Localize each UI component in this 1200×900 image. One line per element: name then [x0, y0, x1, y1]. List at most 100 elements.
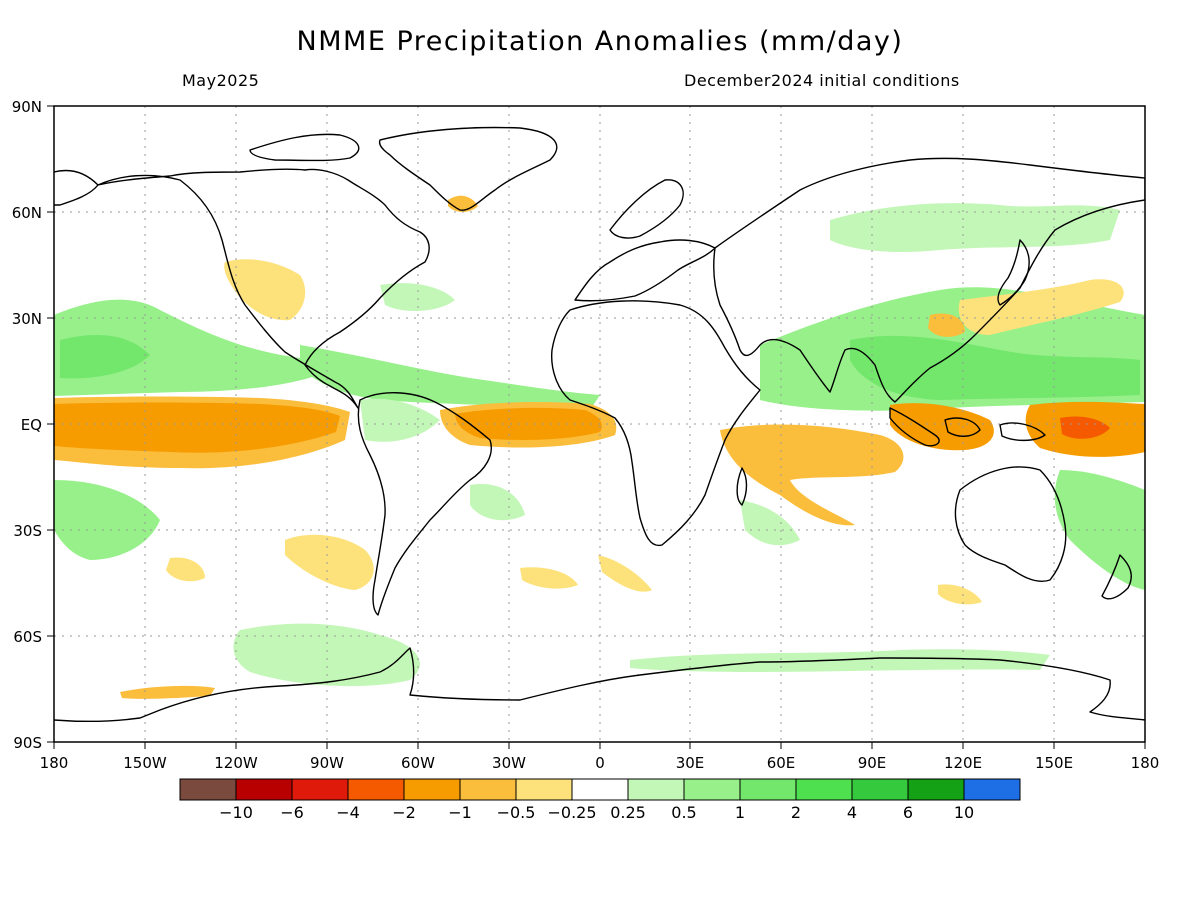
lon-label-30w: 30W: [492, 754, 526, 772]
colorbar: −10 −6 −4 −2 −1 −0.5 −0.25 0.25 0.5 1 2 4 6 10: [179, 778, 1021, 822]
coastline-madagascar: [736, 467, 748, 506]
colorbar-label: −10: [219, 803, 253, 822]
colorbar-label: 0.25: [610, 803, 646, 822]
colorbar-swatch: [907, 778, 965, 801]
dry-region-maritime-continent: [890, 403, 994, 451]
coastlines: [54, 126, 1145, 723]
wet-region-antarctic-rim: [630, 649, 1050, 672]
tick-marks: [47, 105, 1146, 749]
lon-label-90w: 90W: [310, 754, 344, 772]
lon-label-60w: 60W: [401, 754, 435, 772]
colorbar-label: 0.5: [671, 803, 696, 822]
lat-label-60n: 60N: [12, 204, 42, 222]
colorbar-label: −2: [392, 803, 416, 822]
coastline-scandinavia: [609, 179, 684, 239]
dry-region-south-atlantic: [520, 567, 578, 589]
colorbar-label: 10: [954, 803, 974, 822]
wet-region-south-indian: [740, 500, 800, 546]
dry-region-west-pacific-core: [1060, 416, 1110, 439]
coastline-greenland: [378, 126, 558, 211]
wet-region-south-atlantic: [470, 484, 525, 521]
colorbar-label: −0.5: [497, 803, 536, 822]
colorbar-swatch: [459, 778, 517, 801]
lon-label-0: 0: [595, 754, 605, 772]
dry-region-south-africa-east: [598, 555, 652, 592]
coastline-arctic-islands: [249, 133, 360, 162]
coastline-antarctica: [54, 647, 1145, 723]
coastline-maritime-continent: [889, 407, 1046, 447]
lon-label-90e: 90E: [858, 754, 887, 772]
dry-region-japan-kuroshio: [958, 279, 1124, 335]
colorbar-label: 1: [735, 803, 745, 822]
dry-region-east-china: [928, 313, 965, 337]
coastline-europe: [574, 239, 716, 302]
latitude-labels: 90N 60N 30N EQ 30S 60S 90S: [12, 98, 42, 752]
colorbar-swatch: [179, 778, 237, 801]
wet-region-amazon: [360, 398, 440, 442]
wet-region-west-pacific-core: [850, 335, 1140, 400]
wet-region-central-pacific-north: [54, 299, 330, 396]
dry-region-antarctic-pacific: [120, 685, 215, 699]
wet-region-central-pacific-north-core: [60, 335, 150, 379]
colorbar-swatch: [347, 778, 405, 801]
dry-region-east-pacific-equatorial-core: [54, 402, 340, 453]
anomaly-shading: [54, 195, 1145, 699]
coastline-asia: [713, 157, 1145, 403]
wet-region-asia-north: [830, 203, 1120, 252]
colorbar-label: −1: [448, 803, 472, 822]
lat-label-eq: EQ: [21, 416, 42, 434]
coastline-africa: [551, 300, 761, 547]
lon-label-120e: 120E: [944, 754, 982, 772]
wet-region-north-atlantic: [380, 283, 455, 312]
lat-label-90n: 90N: [12, 98, 42, 116]
initial-conditions-label: December2024 initial conditions: [684, 71, 960, 90]
dry-region-south-pacific-east: [938, 584, 982, 605]
colorbar-swatch: [291, 778, 349, 801]
lat-label-30s: 30S: [13, 522, 42, 540]
colorbar-label: −6: [280, 803, 304, 822]
colorbar-swatch: [515, 778, 573, 801]
colorbar-label: 6: [903, 803, 913, 822]
lon-label-120w: 120W: [214, 754, 258, 772]
colorbar-label: −4: [336, 803, 360, 822]
graticule: [54, 106, 1145, 742]
coastline-australia: [954, 466, 1067, 582]
lat-label-30n: 30N: [12, 310, 42, 328]
lat-label-90s: 90S: [13, 734, 42, 752]
coastline-japan: [997, 239, 1030, 306]
colorbar-label: 2: [791, 803, 801, 822]
wet-region-itcz-atlantic: [300, 345, 600, 410]
dry-region-mexico: [224, 259, 306, 321]
colorbar-label: −0.25: [547, 803, 596, 822]
wet-region-south-pacific: [54, 480, 160, 560]
lat-label-60s: 60S: [13, 628, 42, 646]
lon-label-60e: 60E: [767, 754, 796, 772]
colorbar-swatch: [571, 778, 629, 801]
colorbar-swatch: [851, 778, 909, 801]
colorbar-swatch: [683, 778, 741, 801]
lon-label-150e: 150E: [1035, 754, 1073, 772]
colorbar-swatch: [795, 778, 853, 801]
lon-label-180e: 180: [1131, 754, 1160, 772]
wet-region-southern-ocean: [233, 623, 420, 687]
colorbar-label: 4: [847, 803, 857, 822]
dry-region-south-pacific-small: [166, 557, 205, 582]
lon-label-180w: 180: [40, 754, 69, 772]
colorbar-swatch: [739, 778, 797, 801]
lon-label-30e: 30E: [676, 754, 705, 772]
dry-region-indian-ocean: [720, 424, 904, 526]
colorbar-swatch: [627, 778, 685, 801]
coastline-south-america: [357, 392, 492, 616]
target-month-label: May2025: [182, 71, 260, 90]
colorbar-swatch: [235, 778, 293, 801]
lon-label-150w: 150W: [123, 754, 167, 772]
chart-title: NMME Precipitation Anomalies (mm/day): [296, 26, 904, 57]
colorbar-swatch: [403, 778, 461, 801]
coastline-north-america: [97, 168, 430, 409]
dry-region-south-pacific-subtropic: [285, 534, 374, 590]
longitude-labels: 180 150W 120W 90W 60W 30W 0 30E 60E 90E …: [40, 754, 1160, 772]
dry-region-atlantic-equatorial-core: [455, 407, 602, 440]
coastline-alaska: [54, 169, 99, 206]
coastline-new-zealand: [1101, 554, 1132, 600]
